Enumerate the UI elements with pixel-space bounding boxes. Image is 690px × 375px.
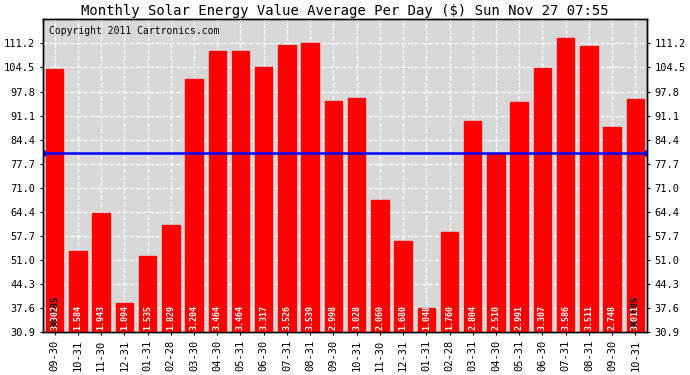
Bar xyxy=(139,256,156,332)
Bar xyxy=(441,232,458,332)
Text: 1.943: 1.943 xyxy=(97,305,106,330)
Text: Copyright 2011 Cartronics.com: Copyright 2011 Cartronics.com xyxy=(49,26,219,36)
Text: 3.464: 3.464 xyxy=(236,305,245,330)
Bar xyxy=(580,46,598,332)
Bar xyxy=(232,51,249,332)
Text: 3.204: 3.204 xyxy=(190,305,199,330)
Bar xyxy=(417,308,435,332)
Bar xyxy=(92,213,110,332)
Text: 1.584: 1.584 xyxy=(73,305,82,330)
Text: 3.511: 3.511 xyxy=(584,305,593,330)
Bar xyxy=(116,303,133,332)
Text: 1.048: 1.048 xyxy=(422,305,431,330)
Bar xyxy=(627,99,644,332)
Text: 3.028: 3.028 xyxy=(352,305,361,330)
Bar xyxy=(186,79,203,332)
Text: 3.307: 3.307 xyxy=(538,305,547,330)
Text: 2.510: 2.510 xyxy=(491,305,500,330)
Bar xyxy=(325,101,342,332)
Text: 1.829: 1.829 xyxy=(166,305,175,330)
Bar xyxy=(395,241,412,332)
Text: 2.748: 2.748 xyxy=(608,305,617,330)
Text: 2.991: 2.991 xyxy=(515,305,524,330)
Bar xyxy=(208,51,226,332)
Text: 3.464: 3.464 xyxy=(213,305,221,330)
Text: 3.526: 3.526 xyxy=(282,305,291,330)
Title: Monthly Solar Energy Value Average Per Day ($) Sun Nov 27 07:55: Monthly Solar Energy Value Average Per D… xyxy=(81,4,609,18)
Bar xyxy=(534,68,551,332)
Bar xyxy=(348,98,365,332)
Text: 3.586: 3.586 xyxy=(561,305,570,330)
Text: 3.539: 3.539 xyxy=(306,305,315,330)
Bar xyxy=(162,225,179,332)
Text: 80.685: 80.685 xyxy=(50,296,59,328)
Bar xyxy=(371,200,388,332)
Text: 1.680: 1.680 xyxy=(399,305,408,330)
Text: 2.998: 2.998 xyxy=(329,305,338,330)
Text: 3.302: 3.302 xyxy=(50,305,59,330)
Bar xyxy=(464,122,482,332)
Bar xyxy=(302,44,319,332)
Text: 1.760: 1.760 xyxy=(445,305,454,330)
Text: 2.804: 2.804 xyxy=(469,305,477,330)
Bar xyxy=(255,67,273,332)
Text: 3.011: 3.011 xyxy=(631,305,640,330)
Text: 2.060: 2.060 xyxy=(375,305,384,330)
Text: 80.685: 80.685 xyxy=(631,296,640,328)
Text: 1.094: 1.094 xyxy=(120,305,129,330)
Bar xyxy=(278,45,295,332)
Bar xyxy=(69,251,87,332)
Text: 1.535: 1.535 xyxy=(143,305,152,330)
Bar xyxy=(511,102,528,332)
Bar xyxy=(603,128,621,332)
Bar xyxy=(487,153,504,332)
Bar xyxy=(46,69,63,332)
Text: 3.317: 3.317 xyxy=(259,305,268,330)
Bar xyxy=(557,38,574,332)
